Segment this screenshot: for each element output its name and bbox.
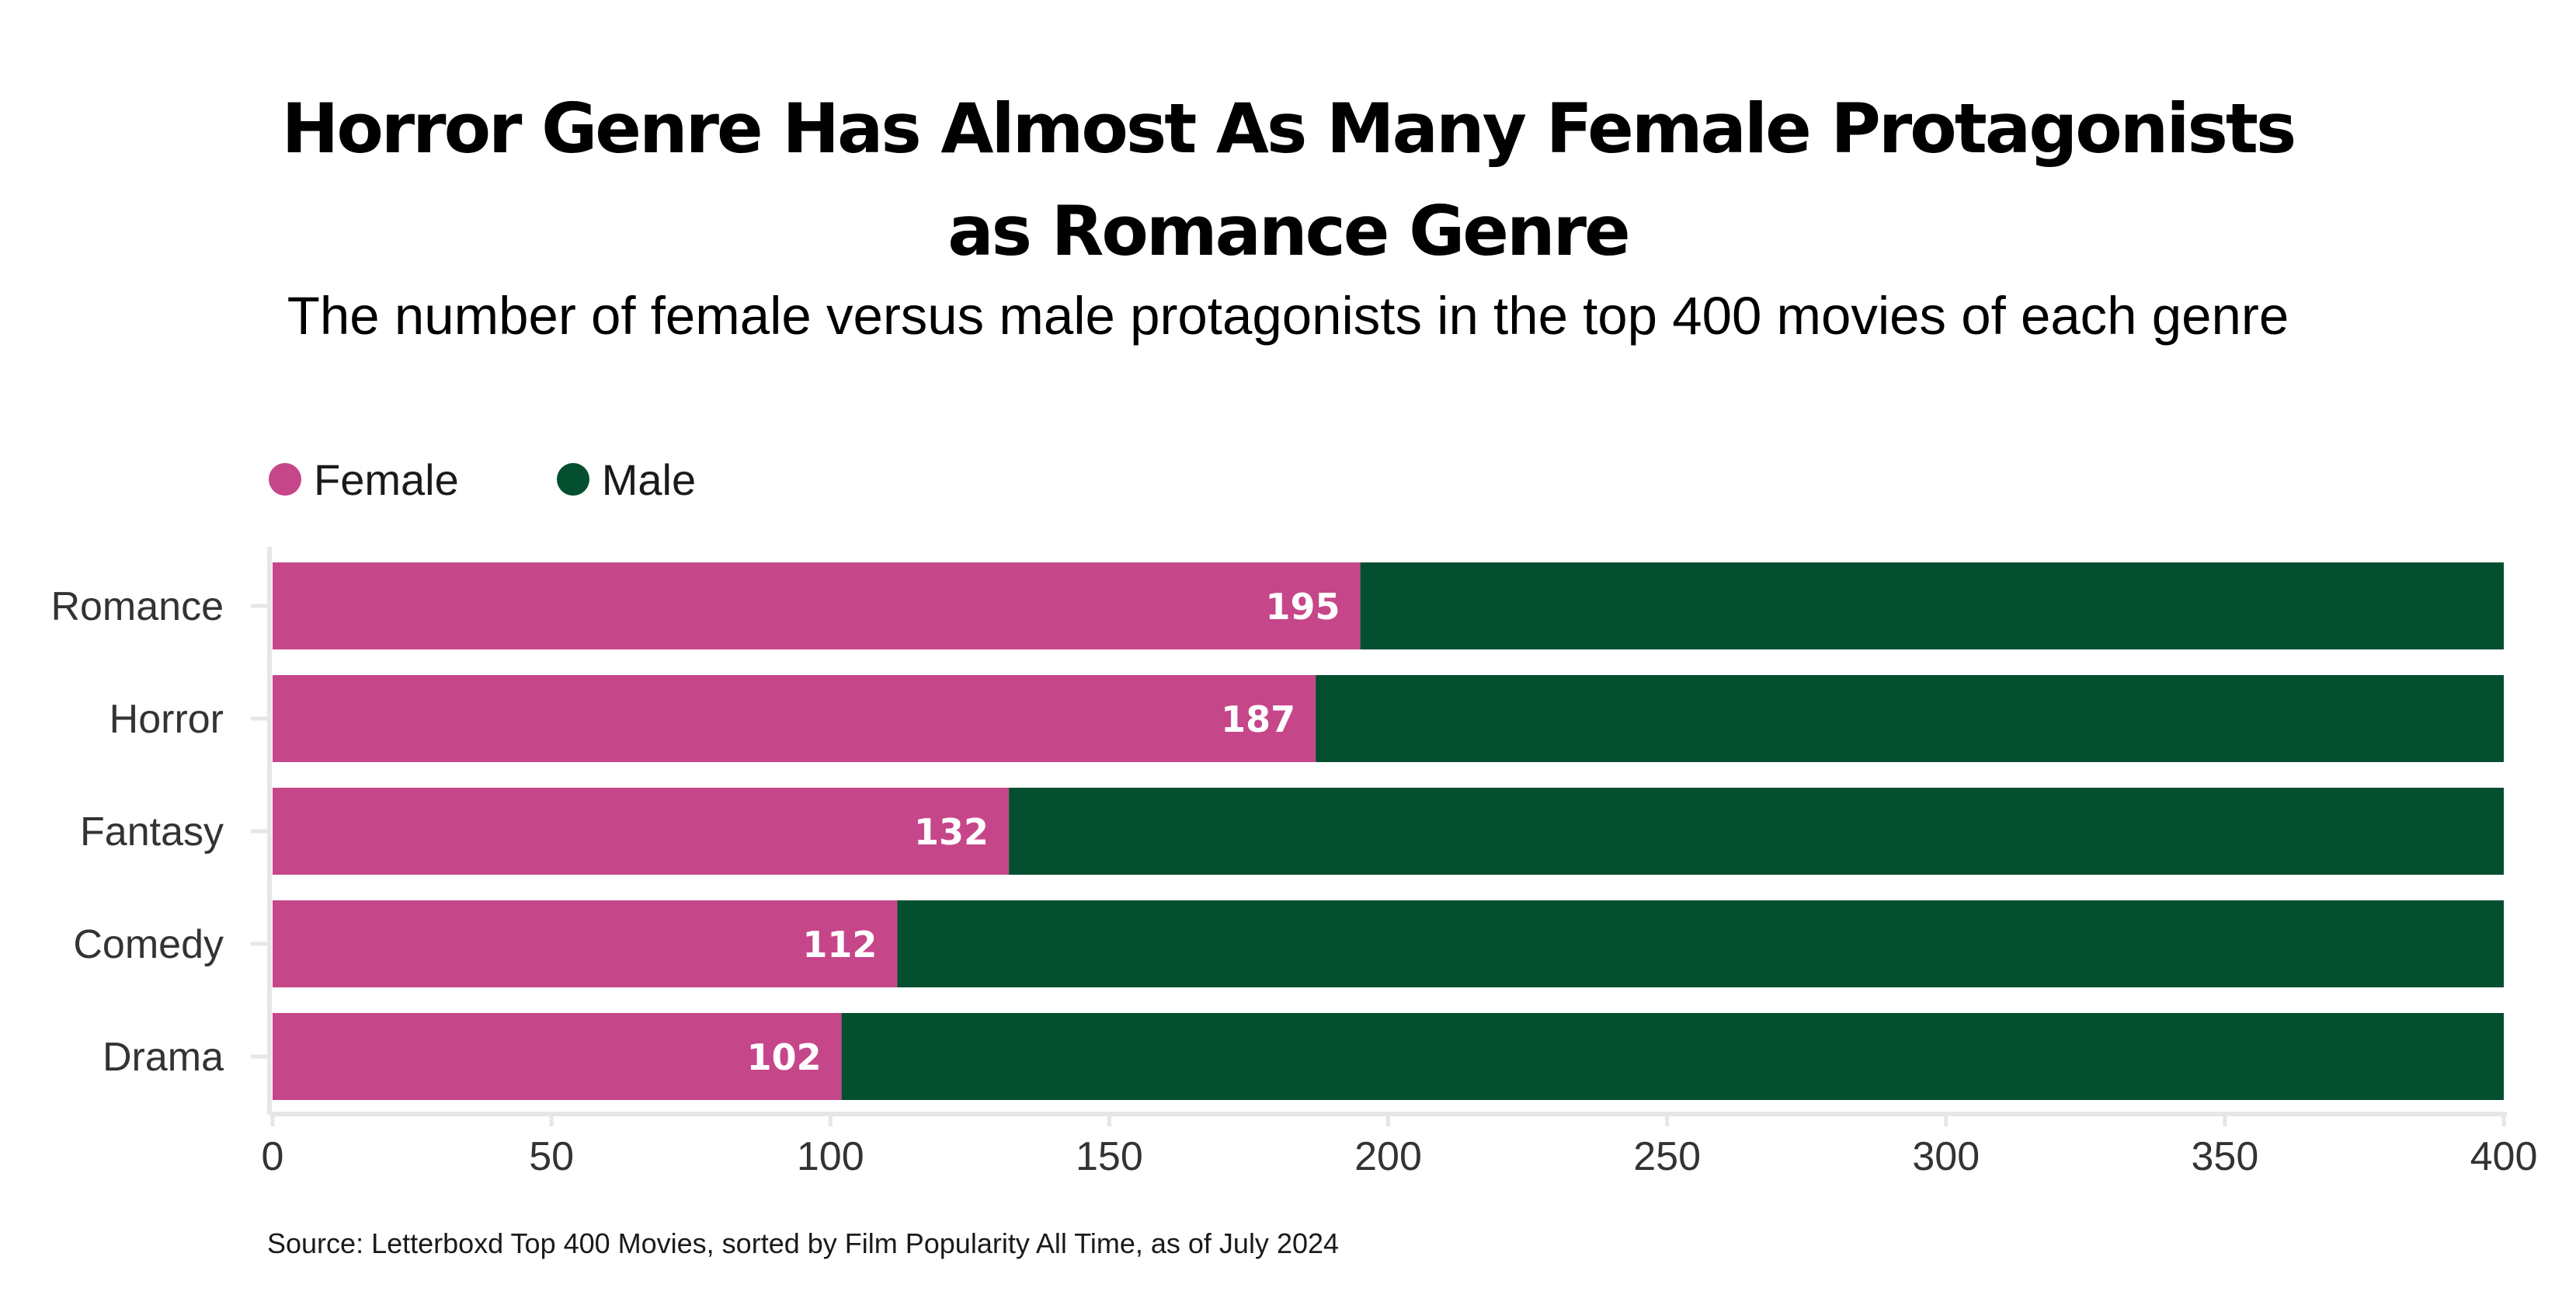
x-tick-label: 100 <box>797 1134 864 1179</box>
source-note: Source: Letterboxd Top 400 Movies, sorte… <box>267 1227 1340 1259</box>
bar-female <box>273 900 898 987</box>
chart-legend: Female Male <box>269 452 794 507</box>
bar-female <box>273 1013 842 1100</box>
chart-subtitle: The number of female versus male protago… <box>287 286 2289 346</box>
x-tick-label: 0 <box>262 1134 284 1179</box>
x-tick-label: 150 <box>1076 1134 1143 1179</box>
legend-label-male: Male <box>601 454 697 504</box>
category-label: Horror <box>110 697 224 742</box>
bar-female <box>273 562 1361 649</box>
legend-swatch-female <box>269 463 301 496</box>
x-tick-label: 400 <box>2470 1134 2538 1179</box>
bar-male <box>841 1013 2504 1100</box>
bar-male <box>1360 562 2504 649</box>
category-label: Comedy <box>73 922 224 967</box>
category-label: Romance <box>50 584 224 629</box>
legend-swatch-male <box>556 463 589 496</box>
x-tick-label: 50 <box>529 1134 574 1179</box>
data-label-female: 132 <box>914 811 989 853</box>
x-tick-label: 350 <box>2191 1134 2258 1179</box>
x-tick-label: 200 <box>1354 1134 1422 1179</box>
chart-title-line-2: as Romance Genre <box>947 191 1630 271</box>
chart-title: Horror Genre Has Almost As Many Female P… <box>0 78 2576 283</box>
data-label-female: 102 <box>747 1036 822 1078</box>
bar-female <box>273 675 1316 762</box>
data-label-female: 195 <box>1266 586 1340 628</box>
chart-title-line-1: Horror Genre Has Almost As Many Female P… <box>281 89 2297 169</box>
legend-label-female: Female <box>314 454 459 504</box>
legend-item-female: Female <box>269 454 459 505</box>
bar-male <box>897 900 2504 987</box>
category-label: Drama <box>103 1035 224 1080</box>
legend-item-male: Male <box>556 454 697 505</box>
x-tick-label: 300 <box>1912 1134 1980 1179</box>
bar-female <box>273 788 1010 875</box>
x-tick-label: 250 <box>1633 1134 1701 1179</box>
bar-male <box>1009 788 2504 875</box>
bar-male <box>1316 675 2504 762</box>
category-label: Fantasy <box>80 809 224 855</box>
data-label-female: 187 <box>1221 698 1295 740</box>
data-label-female: 112 <box>802 924 877 966</box>
